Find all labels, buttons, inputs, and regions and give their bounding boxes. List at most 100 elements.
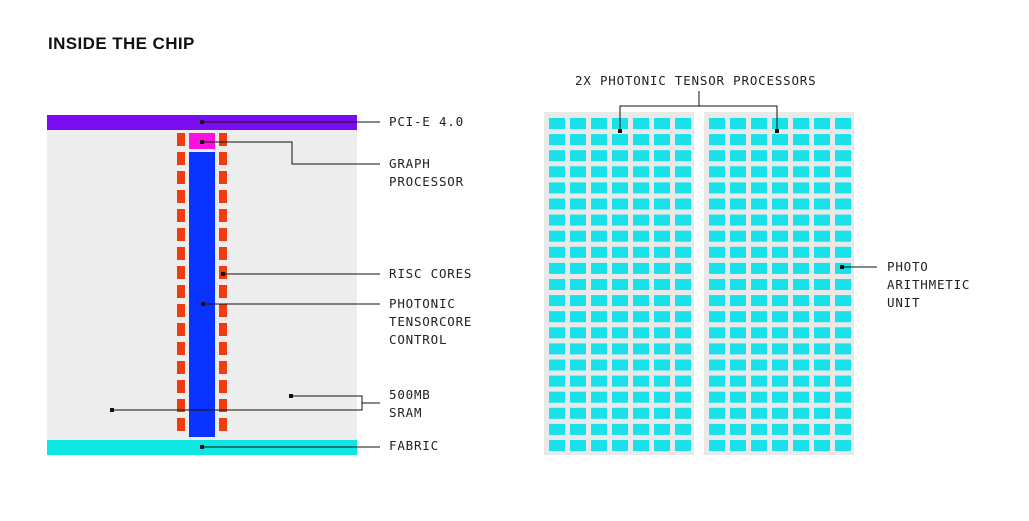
arithmetic-unit-cell [591,134,607,146]
arithmetic-unit-cell [835,279,851,290]
arithmetic-unit-cell [835,166,851,178]
arithmetic-unit-cell [675,198,691,210]
arithmetic-unit-cell [612,440,628,451]
arithmetic-unit-cell [709,230,725,242]
arithmetic-unit-cell [772,166,788,178]
graph-processor-dot [200,140,204,144]
arithmetic-unit-cell [549,118,565,129]
arithmetic-unit-cell [633,182,649,194]
risc-core-left [177,304,185,317]
arithmetic-unit-cell [751,134,767,146]
arithmetic-unit-cell [814,440,830,451]
risc-core-right [219,228,227,241]
arithmetic-unit-cell [612,391,628,403]
arithmetic-unit-cell [709,311,725,323]
arithmetic-unit-cell [633,150,649,162]
arithmetic-unit-cell [570,391,586,403]
arithmetic-unit-cell [675,440,691,451]
arithmetic-unit-cell [654,150,670,162]
arithmetic-unit-cell [751,230,767,242]
arithmetic-unit-cell [633,311,649,323]
arithmetic-unit-cell [591,295,607,307]
arithmetic-unit-cell [612,246,628,258]
arithmetic-unit-cell [730,295,746,307]
arithmetic-unit-cell [654,391,670,403]
arithmetic-unit-cell [570,311,586,323]
risc-core-left [177,152,185,165]
arithmetic-unit-cell [549,150,565,162]
arithmetic-unit-cell [730,440,746,451]
risc-cores-dot [221,272,225,276]
arithmetic-unit-dot [840,265,844,269]
arithmetic-unit-cell [730,391,746,403]
risc-core-left [177,342,185,355]
arithmetic-unit-cell [772,391,788,403]
arithmetic-unit-cell [814,375,830,387]
arithmetic-unit-cell [570,214,586,226]
arithmetic-unit-cell [675,359,691,371]
arithmetic-unit-cell [612,359,628,371]
arithmetic-unit-cell [751,150,767,162]
arithmetic-unit-cell [654,440,670,451]
arithmetic-unit-cell [835,246,851,258]
risc-core-right [219,361,227,374]
arithmetic-unit-cell [835,295,851,307]
arithmetic-unit-cell [549,262,565,274]
arithmetic-unit-cell [709,150,725,162]
arithmetic-unit-cell [612,198,628,210]
risc-core-right [219,171,227,184]
label-pcie-text: PCI-E 4.0 [389,114,464,129]
arithmetic-unit-cell [675,214,691,226]
label-graph-processor-line-2: PROCESSOR [389,174,464,189]
risc-core-left [177,266,185,279]
arithmetic-unit-cell [814,230,830,242]
risc-core-left [177,285,185,298]
arithmetic-unit-cell [591,343,607,355]
arithmetic-unit-cell [633,166,649,178]
risc-core-left [177,247,185,260]
arithmetic-unit-cell [591,440,607,451]
arithmetic-unit-cell [835,134,851,146]
label-arithmetic-unit-line-1: PHOTO [887,259,929,274]
risc-core-right [219,304,227,317]
arithmetic-unit-cell [751,246,767,258]
arithmetic-unit-cell [814,246,830,258]
arithmetic-unit-cell [654,311,670,323]
arithmetic-unit-cell [751,279,767,290]
arithmetic-unit-cell [549,214,565,226]
arithmetic-unit-cell [751,407,767,419]
arithmetic-unit-cell [549,343,565,355]
arithmetic-unit-cell [709,359,725,371]
pcie-dot [200,120,204,124]
arithmetic-unit-cell [772,311,788,323]
arithmetic-unit-cell [730,279,746,290]
arithmetic-unit-cell [654,182,670,194]
arithmetic-unit-cell [730,182,746,194]
arithmetic-unit-cell [549,359,565,371]
risc-core-right [219,399,227,412]
arithmetic-unit-cell [591,423,607,435]
label-tensorcore-control-line-1: PHOTONIC [389,296,456,311]
risc-core-right [219,247,227,260]
arithmetic-unit-cell [612,134,628,146]
arithmetic-unit-cell [730,407,746,419]
arithmetic-unit-cell [612,407,628,419]
arithmetic-unit-cell [793,391,809,403]
risc-core-right [219,133,227,146]
arithmetic-unit-cell [675,423,691,435]
arithmetic-unit-cell [654,279,670,290]
arithmetic-unit-cell [835,311,851,323]
arithmetic-unit-cell [612,230,628,242]
arithmetic-unit-cell [612,279,628,290]
arithmetic-unit-cell [772,118,788,129]
arithmetic-unit-cell [814,134,830,146]
arithmetic-unit-cell [793,359,809,371]
arithmetic-unit-cell [835,375,851,387]
arithmetic-unit-cell [570,262,586,274]
arithmetic-unit-cell [591,182,607,194]
sram-dot-outer [110,408,114,412]
arithmetic-unit-cell [751,440,767,451]
arithmetic-unit-cell [835,182,851,194]
arithmetic-unit-cell [793,118,809,129]
graph-processor-leader [202,141,380,165]
